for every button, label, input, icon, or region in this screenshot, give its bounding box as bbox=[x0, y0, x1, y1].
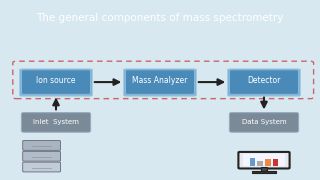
FancyBboxPatch shape bbox=[21, 70, 91, 94]
Text: The general components of mass spectrometry: The general components of mass spectrome… bbox=[36, 13, 284, 23]
FancyBboxPatch shape bbox=[20, 69, 92, 96]
FancyBboxPatch shape bbox=[23, 141, 60, 150]
Bar bbox=[257, 161, 263, 166]
Text: Data System: Data System bbox=[242, 119, 286, 125]
FancyBboxPatch shape bbox=[228, 69, 300, 96]
Text: Ion source: Ion source bbox=[36, 76, 76, 85]
Text: Mass Analyzer: Mass Analyzer bbox=[132, 76, 188, 85]
FancyBboxPatch shape bbox=[125, 70, 195, 94]
Bar bbox=[265, 159, 271, 166]
FancyBboxPatch shape bbox=[238, 152, 290, 168]
Text: Detector: Detector bbox=[247, 76, 281, 85]
FancyBboxPatch shape bbox=[21, 113, 91, 132]
FancyBboxPatch shape bbox=[23, 162, 60, 172]
FancyBboxPatch shape bbox=[229, 70, 299, 94]
Bar bbox=[252, 171, 276, 173]
Bar bbox=[250, 158, 255, 166]
Text: Inlet  System: Inlet System bbox=[33, 119, 79, 125]
FancyBboxPatch shape bbox=[124, 69, 196, 96]
FancyBboxPatch shape bbox=[229, 113, 299, 132]
Bar bbox=[273, 159, 278, 166]
FancyBboxPatch shape bbox=[23, 151, 60, 161]
Bar bbox=[261, 167, 267, 171]
Bar bbox=[243, 154, 285, 166]
